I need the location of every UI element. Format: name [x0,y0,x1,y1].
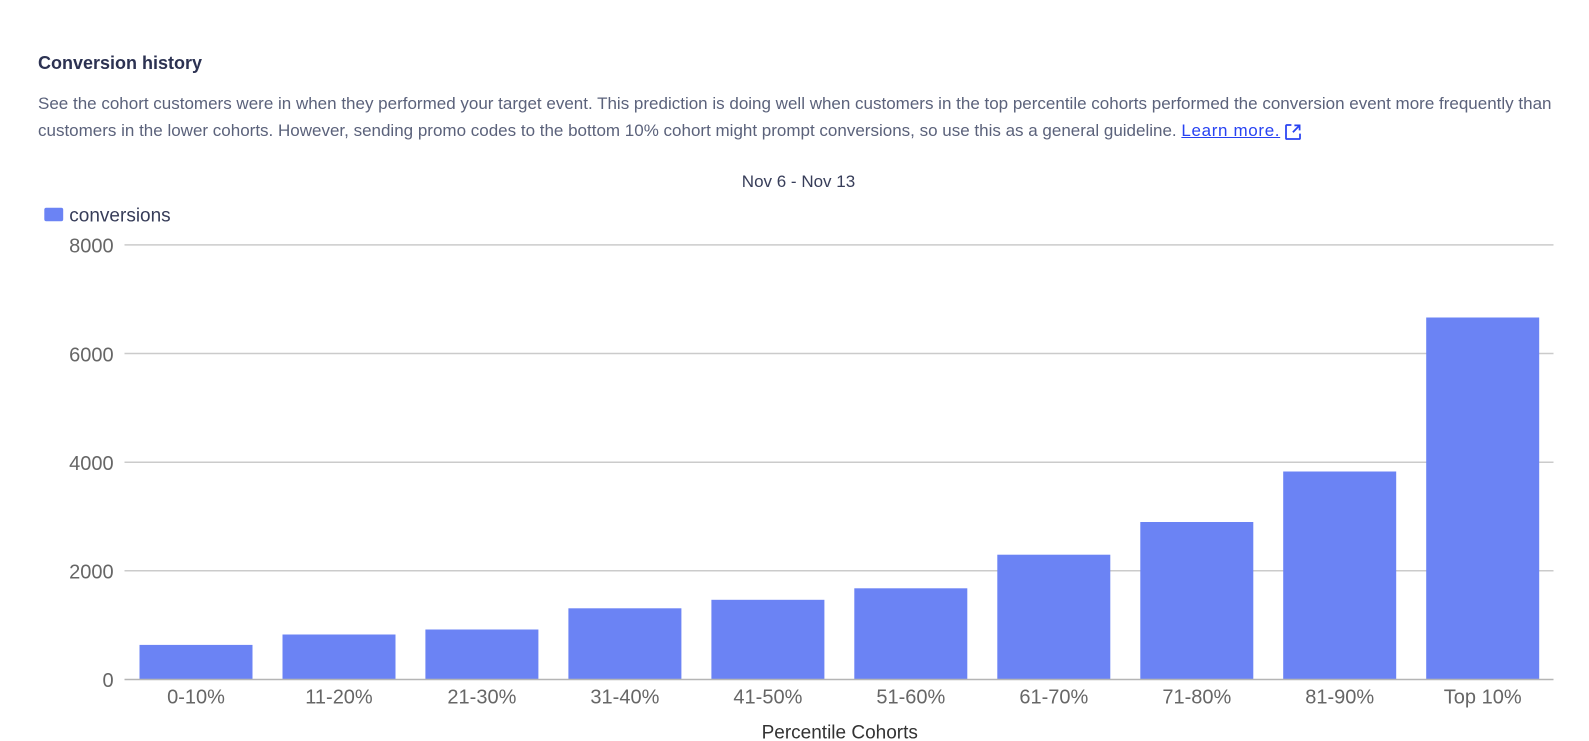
svg-text:11-20%: 11-20% [305,687,373,709]
svg-text:8000: 8000 [69,236,114,258]
svg-text:71-80%: 71-80% [1162,687,1231,709]
svg-text:0-10%: 0-10% [167,687,225,709]
svg-text:0: 0 [102,670,113,692]
svg-text:81-90%: 81-90% [1305,687,1374,709]
svg-text:51-60%: 51-60% [876,687,945,709]
svg-text:21-30%: 21-30% [447,687,516,709]
svg-text:Nov 6 - Nov 13: Nov 6 - Nov 13 [742,172,855,191]
svg-text:4000: 4000 [69,453,114,475]
svg-text:61-70%: 61-70% [1019,687,1088,709]
svg-text:6000: 6000 [69,344,114,366]
svg-text:31-40%: 31-40% [590,687,659,709]
svg-text:41-50%: 41-50% [733,687,802,709]
svg-text:Top 10%: Top 10% [1444,687,1522,709]
svg-text:2000: 2000 [69,562,114,584]
svg-text:conversions: conversions [69,205,170,226]
svg-text:Percentile Cohorts: Percentile Cohorts [762,723,918,741]
